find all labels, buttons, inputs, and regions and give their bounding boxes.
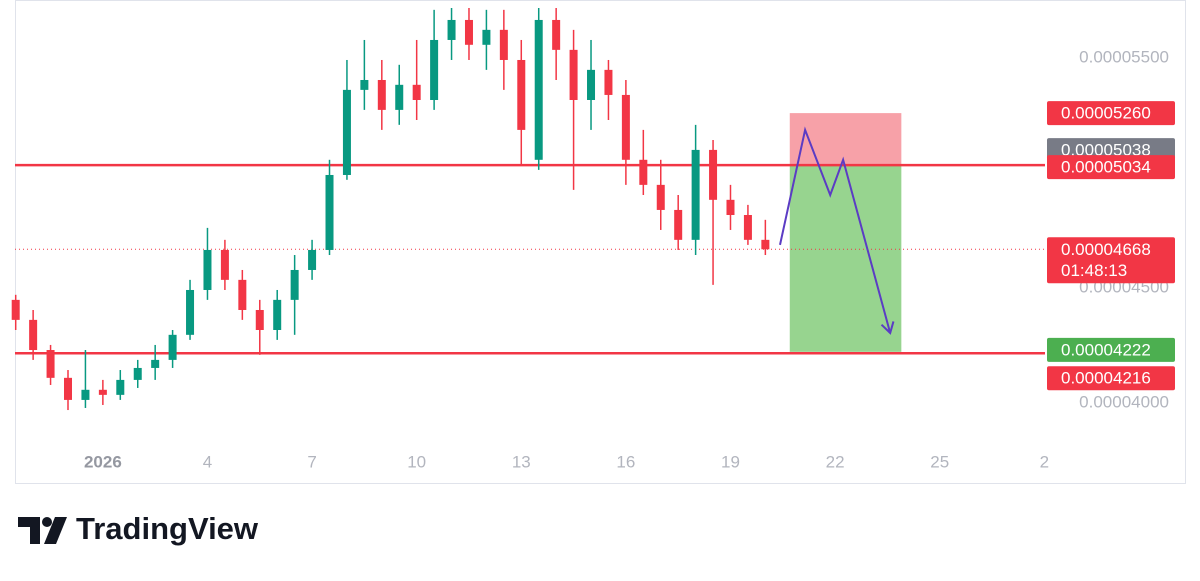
x-tick-label: 2 — [1040, 452, 1049, 471]
candle-body — [587, 69, 596, 100]
x-tick-label: 10 — [407, 452, 426, 471]
candle-body — [186, 289, 195, 335]
candle-body — [464, 19, 473, 45]
candle-body — [430, 39, 439, 100]
candle-body — [499, 29, 508, 60]
candle-body — [11, 299, 20, 320]
x-tick-label: 25 — [930, 452, 949, 471]
candle-body — [46, 350, 55, 378]
candle-body — [674, 209, 683, 240]
candle-body — [220, 249, 229, 280]
brand: TradingView — [76, 511, 259, 546]
candle-body — [116, 379, 125, 395]
price-label-box — [1047, 337, 1175, 362]
candle-body — [342, 89, 351, 175]
x-tick-label: 16 — [616, 452, 635, 471]
price-label: 0.00004216 — [1061, 369, 1151, 388]
stop-zone — [789, 113, 902, 165]
candle-body — [377, 79, 386, 110]
x-tick-label: 22 — [826, 452, 845, 471]
y-tick-label: 0.00004000 — [1079, 392, 1169, 411]
x-tick-label: 2026 — [84, 452, 122, 471]
candle-body — [308, 249, 317, 270]
candle-body — [604, 69, 613, 95]
candle-body — [726, 199, 735, 215]
price-label: 0.00005260 — [1061, 104, 1151, 123]
price-label: 0.00005038 — [1061, 141, 1151, 160]
candle-body — [621, 94, 630, 160]
candle-body — [203, 249, 212, 290]
candle-body — [534, 19, 543, 160]
candle-body — [743, 215, 752, 240]
candle-body — [325, 174, 334, 250]
candle-body — [412, 84, 421, 100]
countdown: 01:48:13 — [1061, 261, 1127, 280]
candle-body — [238, 279, 247, 310]
candle-body — [709, 149, 718, 200]
current-price-label: 0.00004668 — [1061, 240, 1151, 259]
current-price-box — [1047, 237, 1175, 284]
tradingview-logo — [18, 517, 67, 544]
x-tick-label: 13 — [512, 452, 531, 471]
price-label: 0.00004222 — [1061, 340, 1151, 359]
candle-body — [29, 319, 38, 351]
candle-body — [569, 49, 578, 100]
candle-body — [639, 159, 648, 185]
candle-body — [482, 29, 491, 45]
candle-body — [761, 239, 770, 250]
projection-path — [779, 126, 892, 334]
candle-body — [273, 299, 282, 330]
x-tick-label: 4 — [203, 452, 212, 471]
candle-body — [447, 19, 456, 40]
candle-body — [290, 269, 299, 300]
candle-body — [517, 59, 526, 130]
candle-body — [656, 184, 665, 210]
projection-arrowhead — [880, 321, 895, 335]
candle-body — [81, 389, 90, 400]
price-label-box — [1047, 101, 1175, 126]
candle-body — [255, 309, 264, 330]
price-label-box — [1047, 366, 1175, 391]
chart-frame — [15, 0, 1186, 484]
candle-body — [151, 359, 160, 368]
candle-body — [63, 377, 72, 400]
candle-body — [98, 389, 107, 395]
price-label-box — [1047, 155, 1175, 180]
target-zone — [789, 164, 902, 352]
x-tick-label: 19 — [721, 452, 740, 471]
candle-body — [133, 367, 142, 380]
x-tick-label: 7 — [307, 452, 316, 471]
candle-body — [395, 84, 404, 110]
candle-body — [552, 19, 561, 50]
candle-body — [168, 334, 177, 360]
candle-body — [360, 79, 369, 90]
price-label: 0.00005034 — [1061, 158, 1151, 177]
y-tick-label: 0.00005500 — [1079, 47, 1169, 66]
candle-body — [691, 149, 700, 240]
